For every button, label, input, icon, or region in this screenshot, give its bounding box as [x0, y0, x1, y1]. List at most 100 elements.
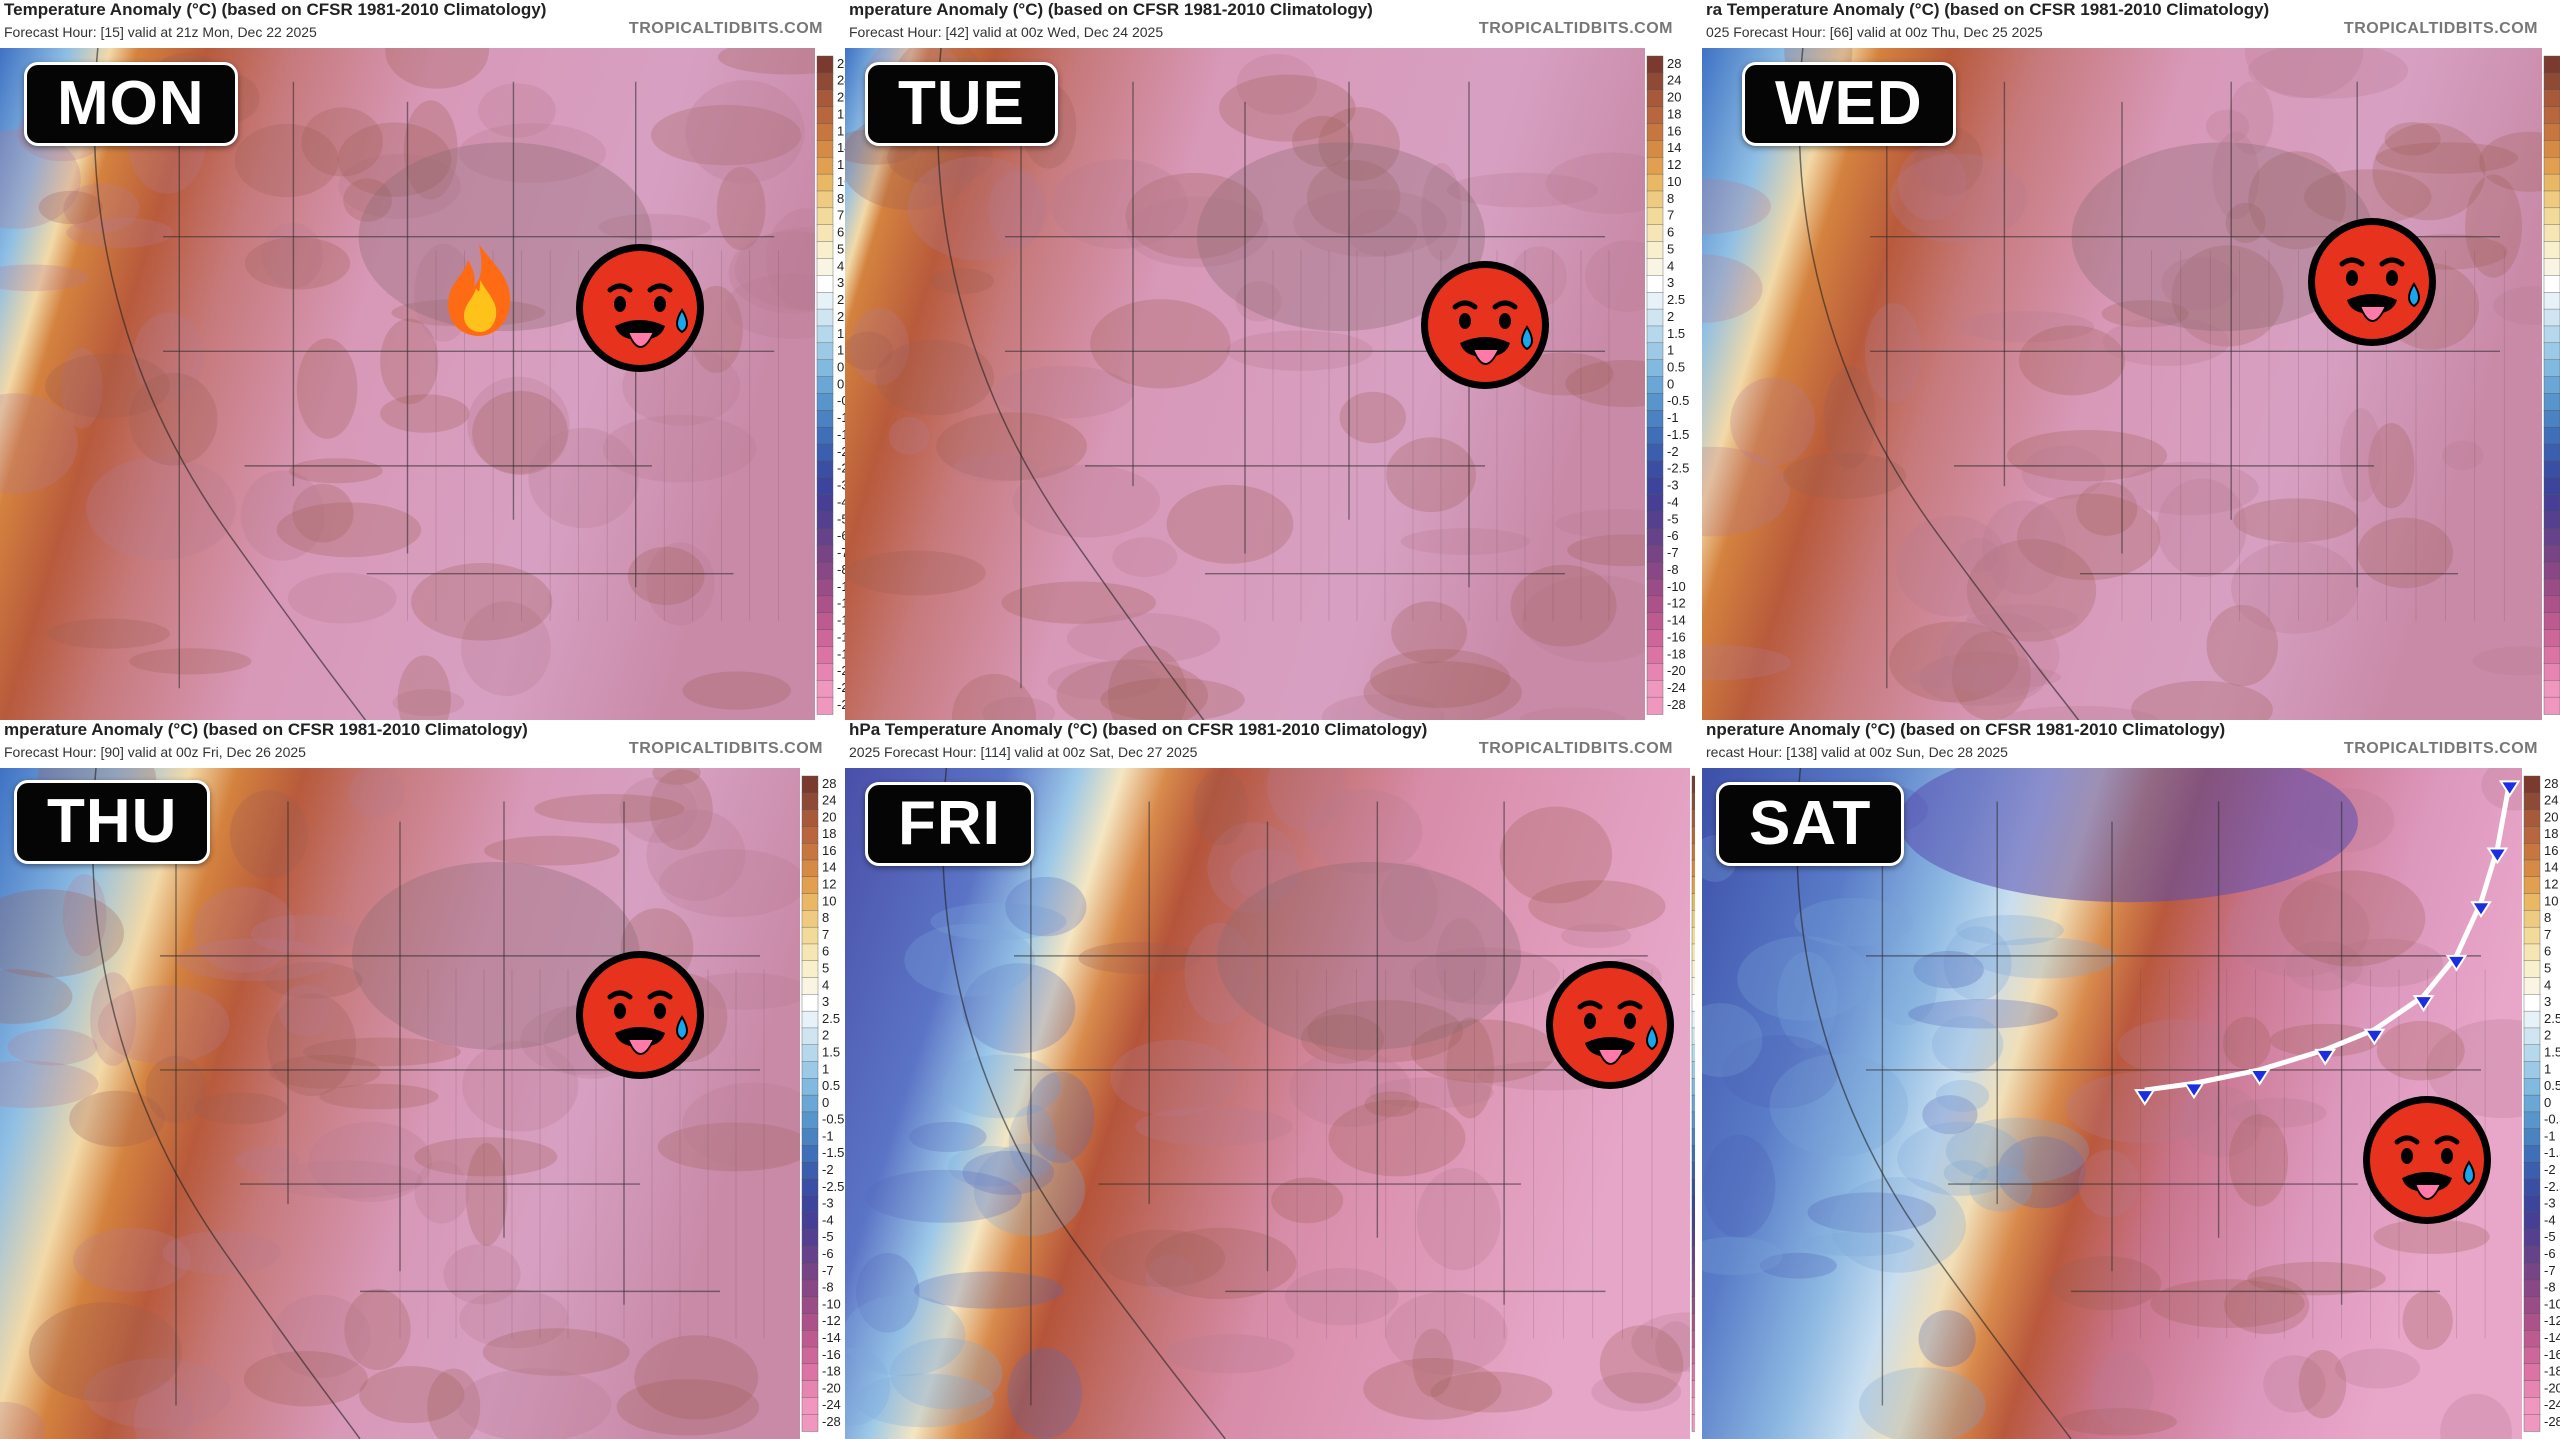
scale-tick-label: 0.5: [837, 360, 845, 375]
hot-face-icon: [576, 244, 704, 372]
source-watermark: TROPICALTIDBITS.COM: [628, 20, 823, 37]
scale-tick-label: -5: [822, 1229, 834, 1244]
scale-tick-label: 5: [822, 961, 829, 976]
scale-tick-label: 1: [1667, 343, 1674, 358]
day-label: TUE: [865, 62, 1058, 146]
scale-tick-label: 20: [822, 809, 836, 824]
scale-tick-label: 18: [1667, 106, 1681, 121]
scale-tick-label: -12: [822, 1313, 841, 1328]
forecast-panel-mon: Temperature Anomaly (°C) (based on CFSR …: [0, 0, 845, 722]
scale-tick-label: 14: [1667, 140, 1681, 155]
scale-tick-label: 8: [1667, 191, 1674, 206]
scale-tick-label: 24: [2544, 793, 2558, 808]
scale-tick-label: 10: [2544, 893, 2558, 908]
scale-tick-label: 0.5: [2544, 1078, 2560, 1093]
scale-tick-label: 2.5: [2544, 1011, 2560, 1026]
scale-tick-label: 18: [2544, 826, 2558, 841]
scale-tick-label: 2: [822, 1028, 829, 1043]
scale-tick-label: -20: [2544, 1380, 2560, 1395]
scale-tick-label: -1.5: [2544, 1145, 2560, 1160]
hot-face-icon: [1546, 961, 1674, 1089]
scale-tick-label: 28: [837, 56, 845, 71]
scale-tick-label: 10: [822, 893, 836, 908]
panel-header: mperature Anomaly (°C) (based on CFSR 19…: [0, 720, 845, 768]
scale-tick-label: 3: [1667, 275, 1674, 290]
scale-tick-label: 5: [1667, 241, 1674, 256]
panel-header: nperature Anomaly (°C) (based on CFSR 19…: [1702, 720, 2560, 768]
scale-tick-label: -28: [837, 697, 845, 712]
panel-header: ra Temperature Anomaly (°C) (based on CF…: [1702, 0, 2560, 48]
scale-tick-label: -24: [2544, 1397, 2560, 1412]
cold-front-icon: [2183, 1082, 2205, 1100]
scale-tick-label: 5: [2544, 961, 2551, 976]
scale-tick-label: 20: [837, 90, 845, 105]
scale-tick-label: -3: [822, 1196, 834, 1211]
day-label: WED: [1742, 62, 1956, 146]
scale-tick-label: 20: [2544, 809, 2558, 824]
cold-front-icon: [2314, 1048, 2337, 1066]
scale-tick-label: 12: [822, 877, 836, 892]
cold-front-icon: [2498, 780, 2521, 798]
source-watermark: TROPICALTIDBITS.COM: [2343, 740, 2538, 757]
scale-tick-label: 6: [822, 944, 829, 959]
scale-tick-label: -2: [837, 444, 845, 459]
scale-tick-label: -2: [2544, 1162, 2556, 1177]
map-subtitle: 2025 Forecast Hour: [114] valid at 00z S…: [849, 744, 1198, 760]
forecast-panel-thu: mperature Anomaly (°C) (based on CFSR 19…: [0, 720, 845, 1439]
cold-front-icon: [2445, 954, 2468, 972]
scale-tick-label: 6: [1667, 225, 1674, 240]
scale-tick-label: 2.5: [837, 292, 845, 307]
forecast-panel-sat: nperature Anomaly (°C) (based on CFSR 19…: [1702, 720, 2560, 1439]
scale-tick-label: -8: [2544, 1280, 2556, 1295]
scale-tick-label: 12: [2544, 877, 2558, 892]
day-label: THU: [14, 780, 211, 864]
scale-tick-label: 2: [837, 309, 844, 324]
anomaly-map: [1702, 768, 2522, 1439]
scale-tick-label: -5: [2544, 1229, 2556, 1244]
scale-tick-label: -0.5: [822, 1112, 844, 1127]
scale-tick-label: 8: [822, 910, 829, 925]
scale-tick-label: 0: [2544, 1095, 2551, 1110]
scale-tick-label: -24: [1667, 680, 1686, 695]
scale-tick-label: -12: [837, 596, 845, 611]
scale-tick-label: 10: [837, 174, 845, 189]
scale-tick-label: 28: [2544, 776, 2558, 791]
scale-tick-label: -0.5: [837, 393, 845, 408]
scale-tick-label: 1.5: [2544, 1044, 2560, 1059]
scale-tick-label: -2: [1667, 444, 1679, 459]
scale-tick-label: 3: [822, 994, 829, 1009]
scale-tick-label: 1: [822, 1061, 829, 1076]
scale-tick-label: 14: [822, 860, 836, 875]
scale-tick-label: 8: [2544, 910, 2551, 925]
map-subtitle: Forecast Hour: [90] valid at 00z Fri, De…: [4, 744, 306, 760]
scale-tick-label: 1: [2544, 1061, 2551, 1076]
scale-tick-label: 24: [837, 73, 845, 88]
anomaly-map: [0, 768, 800, 1439]
scale-tick-label: -7: [2544, 1263, 2556, 1278]
scale-tick-label: 1: [837, 343, 844, 358]
scale-tick-label: -10: [1667, 579, 1686, 594]
scale-tick-label: -7: [1667, 545, 1679, 560]
color-scale: 28242018161412108765432.521.510.50-0.5-1…: [2542, 48, 2560, 722]
day-label: SAT: [1716, 782, 1905, 866]
scale-tick-label: 3: [837, 275, 844, 290]
scale-tick-label: -1: [2544, 1128, 2556, 1143]
scale-tick-label: -1: [822, 1128, 834, 1143]
scale-tick-label: 1.5: [822, 1044, 840, 1059]
scale-tick-label: -6: [822, 1246, 834, 1261]
forecast-panel-fri: hPa Temperature Anomaly (°C) (based on C…: [845, 720, 1695, 1439]
scale-tick-label: -18: [822, 1364, 841, 1379]
scale-tick-label: -20: [1667, 663, 1686, 678]
scale-tick-label: -12: [1667, 596, 1686, 611]
cold-front-icon: [2133, 1089, 2156, 1106]
scale-tick-label: -1.5: [1667, 427, 1689, 442]
scale-tick-label: -6: [2544, 1246, 2556, 1261]
scale-tick-label: -16: [837, 629, 845, 644]
scale-tick-label: -1.5: [837, 427, 845, 442]
forecast-panel-tue: mperature Anomaly (°C) (based on CFSR 19…: [845, 0, 1695, 722]
scale-tick-label: -16: [1667, 629, 1686, 644]
scale-tick-label: -24: [837, 680, 845, 695]
scale-tick-label: -1: [837, 410, 845, 425]
